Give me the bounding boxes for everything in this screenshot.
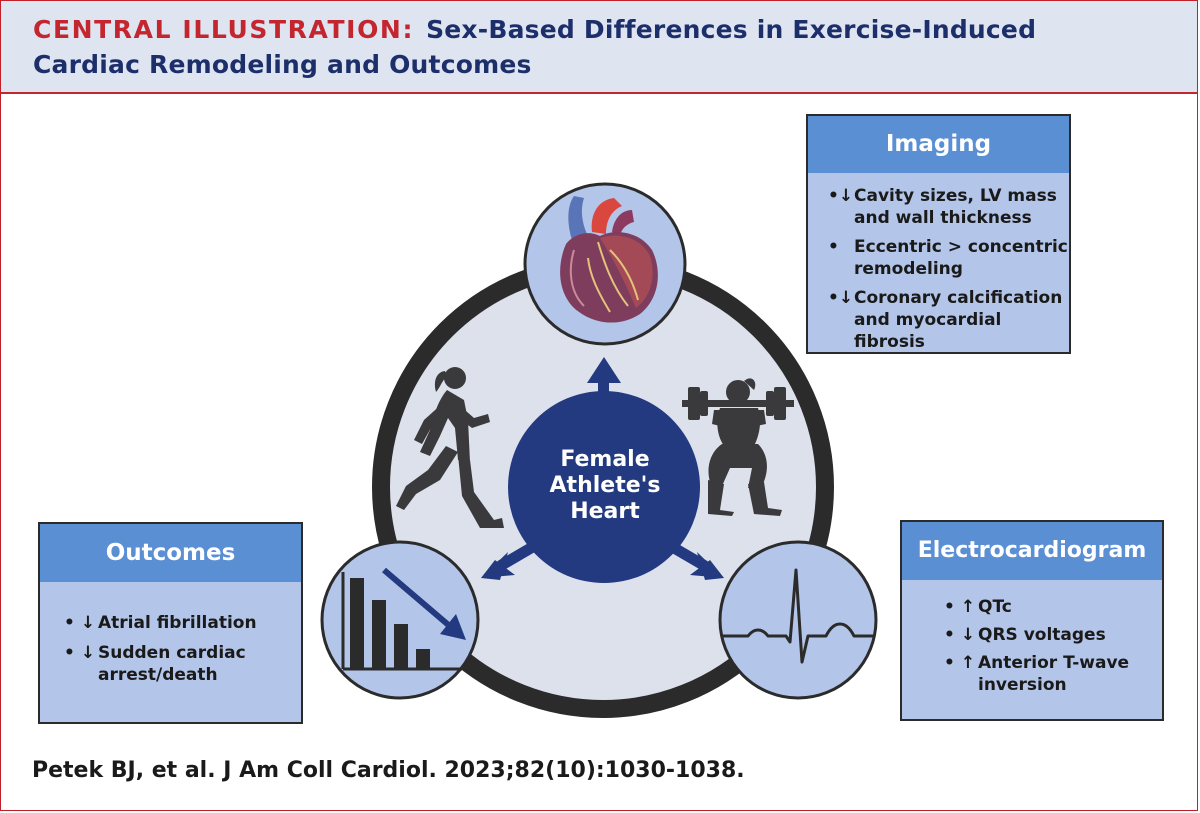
heart-icon [560,196,658,323]
imaging-item-1-line-2: and wall thickness [854,208,1032,228]
center-label-line-3: Heart [570,499,640,524]
declining-bar-chart-icon [341,567,466,671]
imaging-item-2: • Eccentric > concentric remodeling [828,236,1069,280]
citation: Petek BJ, et al. J Am Coll Cardiol. 2023… [32,758,745,783]
title-line-2: Cardiac Remodeling and Outcomes [33,50,532,79]
imaging-item-3-line-2: and myocardial fibrosis [854,310,1002,352]
down-arrow-icon: ↓ [838,186,854,206]
bullet-icon: • [828,237,839,257]
center-label-line-1: Female [560,447,650,472]
imaging-item-2-line-1: Eccentric > concentric [854,237,1068,257]
center-label: Female Athlete's Heart [530,447,680,525]
ecg-list: • ↑ QTc • ↓ QRS voltages • ↑ Anterior T-wav… [902,580,1162,696]
title-rule [1,92,1197,94]
center-circle [508,391,700,583]
ecg-circle [718,540,878,700]
bullet-icon: •↓ [64,613,96,633]
outcomes-box-title: Outcomes [40,524,301,582]
outcomes-item-2: • ↓ Sudden cardiac arrest/death [64,642,301,686]
bullet-icon: •↓ [64,643,96,663]
outcomes-item-1-line-1: Atrial fibrillation [98,613,257,633]
outcomes-box: Outcomes • ↓ Atrial fibrillation • ↓ Sudde… [38,522,303,724]
down-arrow-icon: ↓ [838,288,854,308]
bullet-icon: • ↑ [944,597,976,617]
ecg-item-3-line-2: inversion [978,675,1067,695]
outcomes-item-2-line-2: arrest/death [98,665,218,685]
ecg-item-1-line-1: QTc [978,597,1012,617]
ecg-item-3-line-1: Anterior T-wave [978,653,1130,673]
ecg-item-1: • ↑ QTc [944,596,1162,618]
ecg-box: Electrocardiogram • ↑ QTc • ↓ QRS voltages… [900,520,1164,721]
down-arrow-icon: ↓ [80,643,96,663]
ecg-waveform-icon [722,568,874,664]
ecg-item-3: • ↑ Anterior T-wave inversion [944,652,1162,696]
ecg-item-2-line-1: QRS voltages [978,625,1106,645]
center-label-line-2: Athlete's [549,473,661,498]
title-lead: CENTRAL ILLUSTRATION: [33,15,415,44]
imaging-box: Imaging •↓ Cavity sizes, LV mass and wal… [806,114,1071,354]
weightlifter-icon [682,378,794,516]
bullet-icon: •↓ [944,625,976,645]
outcomes-item-1: • ↓ Atrial fibrillation [64,612,301,634]
outcomes-list: • ↓ Atrial fibrillation • ↓ Sudden cardiac… [40,582,301,686]
imaging-item-1-line-1: Cavity sizes, LV mass [854,186,1057,206]
runner-icon [396,367,504,528]
down-arrow-icon: ↓ [80,613,96,633]
up-arrow-icon: ↑ [960,653,976,673]
imaging-item-3-line-1: Coronary calcification [854,288,1063,308]
ecg-item-2: • ↓ QRS voltages [944,624,1162,646]
title-banner: CENTRAL ILLUSTRATION: Sex-Based Differenc… [1,1,1197,92]
up-arrow-icon: ↑ [960,597,976,617]
bullet-icon: •↓ [828,288,854,308]
declining-bar-chart-circle [320,540,480,700]
imaging-item-1: •↓ Cavity sizes, LV mass and wall thickn… [828,185,1069,229]
bullet-icon: •↓ [828,186,854,206]
title-line-1: CENTRAL ILLUSTRATION: Sex-Based Differenc… [33,15,1036,44]
imaging-list: •↓ Cavity sizes, LV mass and wall thickn… [808,173,1069,353]
bullet-icon: • ↑ [944,653,976,673]
down-arrow-icon: ↓ [960,625,976,645]
title-text-1: Sex-Based Differences in Exercise-Induce… [426,15,1037,44]
ecg-box-title: Electrocardiogram [902,522,1162,580]
imaging-item-3: •↓ Coronary calcification and myocardial… [828,287,1069,353]
heart-circle [523,182,687,346]
outcomes-item-2-line-1: Sudden cardiac [98,643,246,663]
imaging-item-2-line-2: remodeling [854,259,963,279]
imaging-box-title: Imaging [808,116,1069,173]
